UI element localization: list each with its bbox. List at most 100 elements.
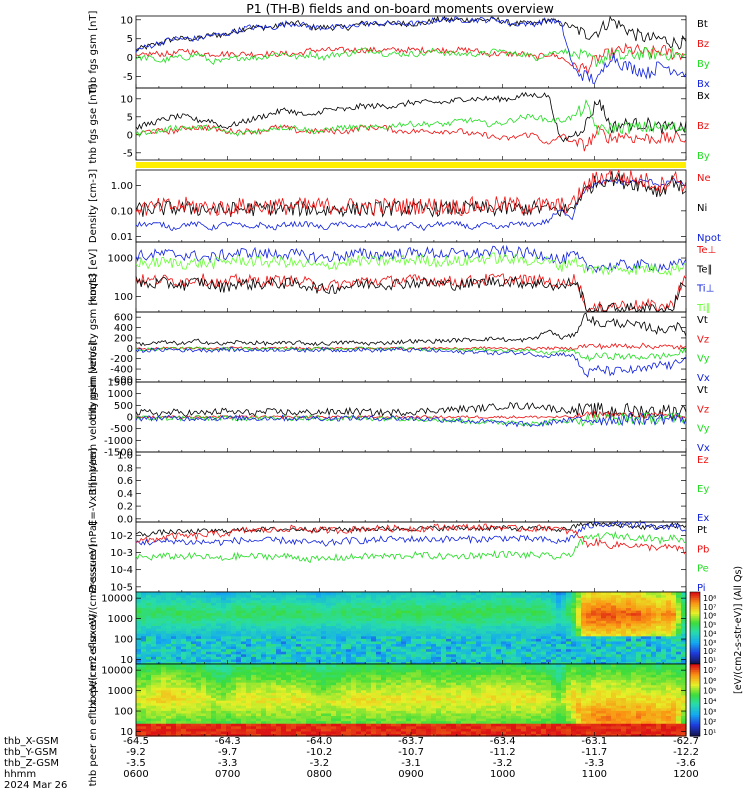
spectrogram-cell (421, 594, 427, 598)
spectrogram-cell (516, 630, 522, 634)
spectrogram-cell (271, 602, 277, 606)
spectrogram-cell (386, 622, 392, 627)
spectrogram-cell (201, 656, 207, 660)
spectrogram-cell (356, 620, 362, 624)
spectrogram-cell (311, 651, 317, 655)
spectrogram-cell (191, 697, 197, 701)
spectrogram-cell (246, 689, 252, 693)
spectrogram-cell (226, 615, 232, 619)
spectrogram-cell (261, 687, 267, 691)
spectrogram-cell (536, 592, 542, 596)
spectrogram-cell (221, 628, 227, 632)
spectrogram-cell (391, 607, 397, 611)
spectrogram-cell (596, 658, 602, 663)
spectrogram-cell (186, 630, 192, 634)
spectrogram-cell (521, 651, 527, 655)
spectrogram-cell (626, 604, 632, 609)
spectrogram-cell (436, 604, 442, 609)
spectrogram-cell (146, 615, 152, 619)
spectrogram-cell (151, 702, 157, 706)
spectrogram-cell (576, 622, 582, 627)
spectrogram-cell (251, 728, 257, 732)
spectrogram-cell (636, 633, 642, 637)
spectrogram-cell (341, 656, 347, 660)
spectrogram-cell (356, 669, 362, 673)
spectrogram-cell (271, 656, 277, 660)
spectrogram-cell (241, 635, 247, 639)
spectrogram-cell (316, 651, 322, 655)
spectrogram-cell (301, 643, 307, 647)
spectrogram-cell (431, 646, 437, 650)
spectrogram-cell (251, 723, 257, 727)
spectrogram-cell (591, 648, 597, 652)
spectrogram-cell (186, 610, 192, 614)
spectrogram-cell (401, 599, 407, 603)
spectrogram-cell (491, 630, 497, 634)
spectrogram-cell (436, 602, 442, 606)
spectrogram-cell (151, 705, 157, 709)
colorbar-segment (690, 642, 700, 645)
spectrogram-cell (601, 592, 607, 596)
spectrogram-cell (291, 602, 297, 606)
spectrogram-cell (381, 664, 387, 668)
spectrogram-cell (141, 694, 147, 699)
spectrogram-cell (256, 676, 262, 681)
spectrogram-cell (201, 620, 207, 624)
spectrogram-cell (251, 604, 257, 609)
spectrogram-cell (521, 594, 527, 598)
spectrogram-cell (176, 728, 182, 732)
spectrogram-cell (206, 687, 212, 691)
spectrogram-cell (311, 628, 317, 632)
spectrogram-cell (656, 592, 662, 596)
spectrogram-cell (421, 622, 427, 627)
spectrogram-cell (596, 625, 602, 629)
spectrogram-cell (326, 705, 332, 709)
spectrogram-cell (451, 653, 457, 657)
spectrogram-cell (211, 707, 217, 711)
spectrogram-cell (211, 615, 217, 619)
spectrogram-cell (341, 620, 347, 624)
spectrogram-cell (596, 661, 602, 665)
spectrogram-cell (371, 733, 377, 737)
spectrogram-cell (436, 635, 442, 639)
spectrogram-cell (511, 651, 517, 655)
spectrogram-cell (261, 692, 267, 696)
spectrogram-cell (476, 653, 482, 657)
spectrogram-cell (491, 597, 497, 601)
spectrogram-cell (181, 710, 187, 714)
spectrogram-cell (646, 622, 652, 627)
spectrogram-cell (301, 615, 307, 619)
spectrogram-cell (256, 710, 262, 714)
spectrogram-cell (181, 674, 187, 678)
spectrogram-cell (291, 592, 297, 596)
spectrogram-cell (236, 653, 242, 657)
spectrogram-cell (186, 723, 192, 727)
spectrogram-cell (411, 651, 417, 655)
spectrogram-cell (356, 676, 362, 681)
spectrogram-cell (136, 610, 142, 614)
spectrogram-cell (611, 640, 617, 645)
spectrogram-cell (501, 622, 507, 627)
spectrogram-cell (586, 635, 592, 639)
spectrogram-cell (616, 617, 622, 621)
spectrogram-cell (251, 669, 257, 673)
spectrogram-cell (271, 679, 277, 683)
spectrogram-cell (366, 604, 372, 609)
spectrogram-cell (311, 646, 317, 650)
spectrogram-cell (186, 700, 192, 704)
spectrogram-cell (666, 648, 672, 652)
spectrogram-cell (316, 622, 322, 627)
spectrogram-cell (591, 661, 597, 665)
spectrogram-cell (256, 640, 262, 645)
spectrogram-cell (291, 702, 297, 706)
spectrogram-cell (331, 638, 337, 642)
legend-Te⊥: Te⊥ (696, 245, 716, 256)
spectrogram-cell (486, 625, 492, 629)
spectrogram-cell (216, 702, 222, 706)
spectrogram-cell (176, 615, 182, 619)
spectrogram-cell (151, 728, 157, 732)
spectrogram-cell (191, 638, 197, 642)
spectrogram-cell (226, 622, 232, 627)
spectrogram-cell (141, 676, 147, 681)
spectrogram-cell (371, 594, 377, 598)
